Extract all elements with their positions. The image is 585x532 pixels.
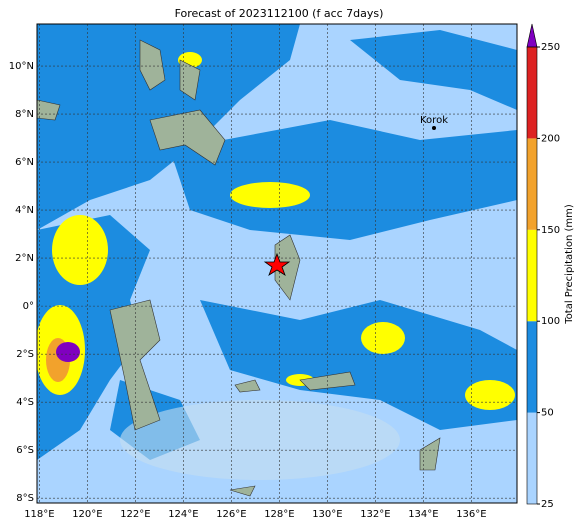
place-marker [432, 126, 436, 130]
colorbar-segment [527, 321, 537, 413]
y-tick-label: 4°N [15, 205, 34, 216]
y-tick-label: 0° [23, 301, 34, 312]
x-tick-label: 118°E [24, 509, 54, 520]
x-tick-label: 134°E [408, 509, 438, 520]
y-tick-label: 4°S [16, 397, 34, 408]
x-tick-label: 122°E [120, 509, 150, 520]
y-tick-label: 2°N [15, 253, 34, 264]
y-tick-label: 2°S [16, 349, 34, 360]
colorbar-tick-label: 25 [541, 499, 554, 510]
y-tick-label: 10°N [9, 61, 34, 72]
y-tick-label: 8°S [16, 493, 34, 504]
colorbar-tick-label: 100 [541, 316, 560, 327]
x-tick-label: 124°E [168, 509, 198, 520]
map-frame [36, 23, 518, 504]
x-tick-label: 132°E [360, 509, 390, 520]
x-tick-label: 120°E [72, 509, 102, 520]
colorbar-extend [526, 23, 538, 48]
colorbar-segment [527, 412, 537, 504]
place-label: Korok [420, 115, 448, 126]
title: Forecast of 2023112100 (f acc 7days) [175, 7, 384, 20]
colorbar-segment [527, 138, 537, 230]
colorbar-tick-label: 250 [541, 42, 560, 53]
colorbar-frame [526, 46, 538, 505]
colorbar-tick-label: 150 [541, 225, 560, 236]
colorbar-label: Total Precipitation (mm) [564, 204, 575, 325]
x-tick-label: 136°E [456, 509, 486, 520]
colorbar-segment [527, 229, 537, 322]
center-star [263, 252, 291, 276]
precip-field [37, 24, 517, 503]
colorbar-tick-label: 50 [541, 408, 554, 419]
x-tick-label: 130°E [312, 509, 342, 520]
x-tick-label: 126°E [216, 509, 246, 520]
colorbar-segment [527, 47, 537, 139]
y-tick-label: 8°N [15, 109, 34, 120]
y-tick-label: 6°S [16, 445, 34, 456]
y-tick-label: 6°N [15, 157, 34, 168]
x-tick-label: 128°E [264, 509, 294, 520]
colorbar-tick-label: 200 [541, 133, 560, 144]
